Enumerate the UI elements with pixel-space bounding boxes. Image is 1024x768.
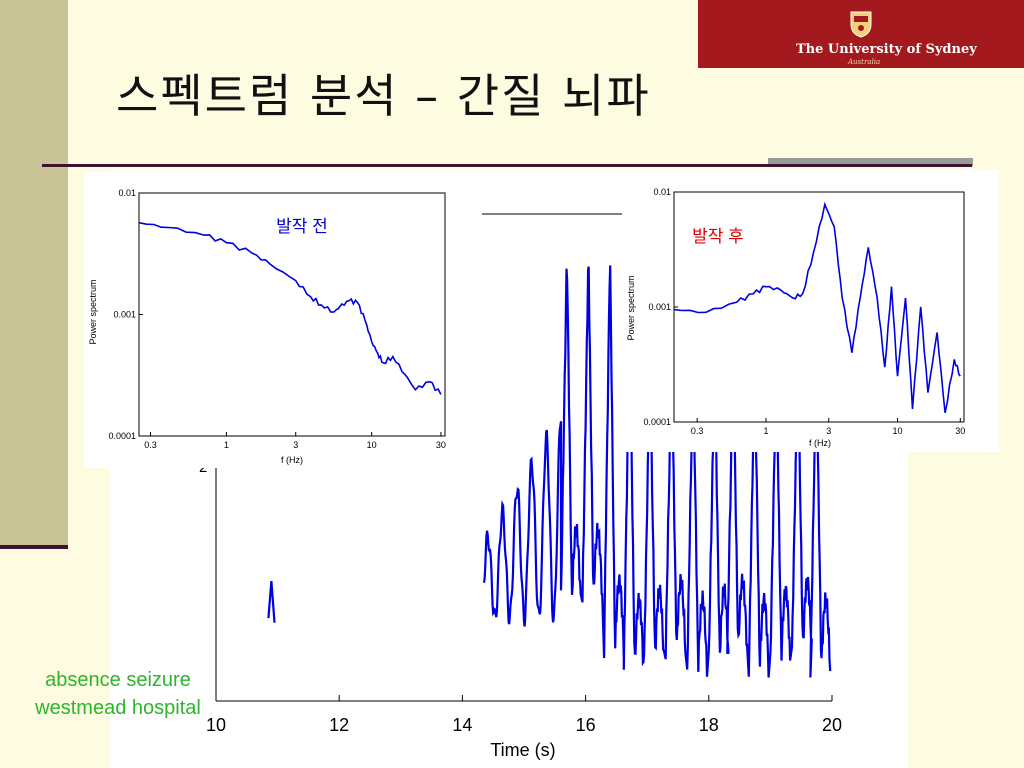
eeg-trace xyxy=(267,265,832,678)
crest-icon xyxy=(850,11,872,38)
y-tick-label: 0.0001 xyxy=(108,431,136,441)
logo-subtitle: Australia xyxy=(848,58,881,66)
label-after-seizure: 발작 후 xyxy=(692,227,744,246)
label-before-seizure: 발작 전 xyxy=(276,217,328,236)
x-tick-label: 30 xyxy=(955,426,965,436)
logo-name: The University of Sydney xyxy=(796,42,977,57)
x-tick-label: 10 xyxy=(893,426,903,436)
y-tick-label: 0.001 xyxy=(113,310,136,320)
x-axis-label: f (Hz) xyxy=(809,438,831,448)
left-decor-bar xyxy=(0,0,68,545)
spectrum-trace xyxy=(138,221,442,395)
x-tick-label: 1 xyxy=(224,440,229,450)
inset-before-panel xyxy=(84,172,448,468)
x-tick-label: 30 xyxy=(436,440,446,450)
source-caption-line2: westmead hospital xyxy=(35,697,201,719)
y-tick-label: 0.001 xyxy=(648,302,671,312)
title-rule-accent xyxy=(768,158,973,166)
source-caption-line1: absence seizure xyxy=(45,669,191,691)
title-rule xyxy=(42,164,972,167)
x-tick-label: 3 xyxy=(293,440,298,450)
x-tick-label: 1 xyxy=(763,426,768,436)
x-axis-label: f (Hz) xyxy=(281,455,303,465)
x-tick-label: 10 xyxy=(206,715,226,735)
spectrum-trace xyxy=(673,201,961,414)
x-tick-label: 16 xyxy=(576,715,596,735)
x-tick-label: 20 xyxy=(822,715,842,735)
slide-title: 스펙트럼 분석 – 간질 뇌파 xyxy=(116,69,651,123)
y-tick-label: 0.01 xyxy=(118,188,136,198)
x-tick-label: 18 xyxy=(699,715,719,735)
x-tick-label: 3 xyxy=(826,426,831,436)
x-tick-label: 0.3 xyxy=(144,440,157,450)
university-logo: The University of Sydney Australia xyxy=(698,0,1024,68)
y-axis-label: Power spectrum xyxy=(88,279,98,344)
x-axis-label: Time (s) xyxy=(490,740,555,760)
x-tick-label: 0.3 xyxy=(691,426,704,436)
y-axis-label: Power spectrum xyxy=(626,275,636,340)
y-tick-label: 0.01 xyxy=(653,187,671,197)
x-tick-label: 14 xyxy=(452,715,472,735)
x-tick-label: 10 xyxy=(367,440,377,450)
y-tick-label: 0.0001 xyxy=(643,417,671,427)
left-decor-line xyxy=(0,545,68,549)
source-caption: absence seizure westmead hospital xyxy=(0,666,236,722)
x-tick-label: 12 xyxy=(329,715,349,735)
